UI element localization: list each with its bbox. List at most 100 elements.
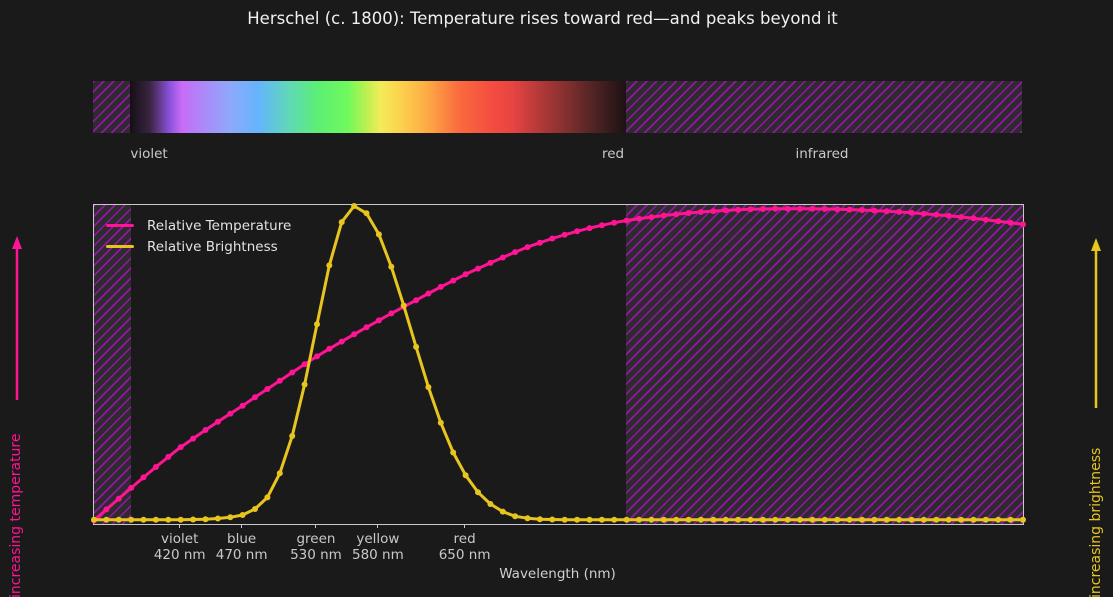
data-point <box>611 516 618 523</box>
legend-label-brightness: Relative Brightness <box>147 238 278 255</box>
data-point <box>809 205 816 212</box>
tick-wavelength: 650 nm <box>438 547 491 563</box>
data-point <box>846 206 853 213</box>
data-point <box>784 516 791 523</box>
data-point <box>152 516 159 523</box>
spectrum-bar-uv-band <box>93 81 131 133</box>
data-point <box>747 516 754 523</box>
data-point <box>883 516 890 523</box>
data-point <box>450 277 457 284</box>
data-point <box>536 239 543 246</box>
legend: Relative Temperature Relative Brightness <box>106 215 291 257</box>
data-point <box>660 516 667 523</box>
data-point <box>586 225 593 232</box>
data-point <box>326 262 333 269</box>
data-point <box>91 516 97 523</box>
data-point <box>660 212 667 219</box>
data-point <box>685 210 692 216</box>
tick-mark <box>377 524 379 528</box>
data-point <box>326 345 333 352</box>
data-point <box>487 501 494 507</box>
data-point <box>413 343 420 350</box>
tick-color-name: yellow <box>356 531 400 547</box>
legend-swatch-brightness <box>106 244 134 249</box>
data-point <box>623 516 630 523</box>
data-point <box>574 516 581 523</box>
data-point <box>425 384 432 391</box>
data-point <box>462 472 469 479</box>
data-point <box>338 219 345 226</box>
data-point <box>512 249 519 256</box>
data-point <box>809 516 816 523</box>
data-point <box>301 381 308 388</box>
data-point <box>301 361 308 368</box>
data-point <box>239 402 246 409</box>
data-point <box>982 516 989 523</box>
x-tick-420nm: violet 420 nm <box>135 524 225 563</box>
data-point <box>685 516 692 523</box>
tick-wavelength: 420 nm <box>153 547 206 563</box>
chart-title: Herschel (c. 1800): Temperature rises to… <box>247 9 838 28</box>
data-point <box>351 203 358 209</box>
data-point <box>586 516 593 523</box>
data-point <box>115 495 122 502</box>
data-point <box>549 235 556 242</box>
data-point <box>784 205 791 212</box>
data-point <box>772 205 779 212</box>
data-point <box>524 244 531 251</box>
data-point <box>202 516 209 523</box>
data-point <box>896 516 903 523</box>
data-point <box>871 516 878 523</box>
data-point <box>871 207 878 214</box>
data-point <box>276 377 283 384</box>
data-point <box>908 516 915 523</box>
data-point <box>499 508 506 515</box>
data-point <box>920 210 927 217</box>
x-tick-650nm: red 650 nm <box>420 524 510 563</box>
data-point <box>252 394 258 401</box>
legend-label-temperature: Relative Temperature <box>147 217 292 234</box>
data-point <box>289 433 296 439</box>
curve-brightness <box>94 204 1023 522</box>
data-point <box>115 516 122 523</box>
data-point <box>920 516 927 523</box>
data-point <box>314 353 320 360</box>
data-point <box>834 206 841 213</box>
data-point <box>1020 221 1026 228</box>
data-point <box>561 231 568 238</box>
temperature-arrow-icon <box>12 236 22 400</box>
data-point <box>388 310 395 317</box>
data-point <box>363 324 370 331</box>
x-tick-580nm: yellow 580 nm <box>333 524 423 563</box>
data-point <box>722 516 729 523</box>
x-axis-label: Wavelength (nm) <box>499 566 616 582</box>
plot-area: Relative Temperature Relative Brightness <box>91 203 1026 525</box>
spectrum-band-label-violet: violet <box>130 146 168 162</box>
tick-color-name: violet <box>161 531 199 547</box>
tick-mark <box>315 524 317 528</box>
tick-wavelength: 530 nm <box>290 547 342 563</box>
data-point <box>351 331 358 338</box>
data-point <box>165 453 172 460</box>
data-point <box>821 516 828 523</box>
data-point <box>846 516 853 523</box>
data-point <box>400 302 407 309</box>
data-point <box>896 208 903 215</box>
data-point <box>152 464 159 470</box>
data-point <box>759 206 766 212</box>
data-point <box>425 290 432 297</box>
data-point <box>970 215 977 222</box>
spectrum-bar-visible-gradient <box>130 81 626 133</box>
data-point <box>214 515 221 522</box>
data-point <box>140 516 147 523</box>
legend-item-brightness: Relative Brightness <box>106 236 291 257</box>
data-point <box>475 265 481 272</box>
data-point <box>673 516 680 523</box>
data-point <box>710 516 717 523</box>
tick-color-name: blue <box>227 531 257 547</box>
data-point <box>933 516 940 523</box>
data-point <box>945 212 952 219</box>
data-point <box>1007 219 1014 226</box>
data-point <box>227 410 234 417</box>
